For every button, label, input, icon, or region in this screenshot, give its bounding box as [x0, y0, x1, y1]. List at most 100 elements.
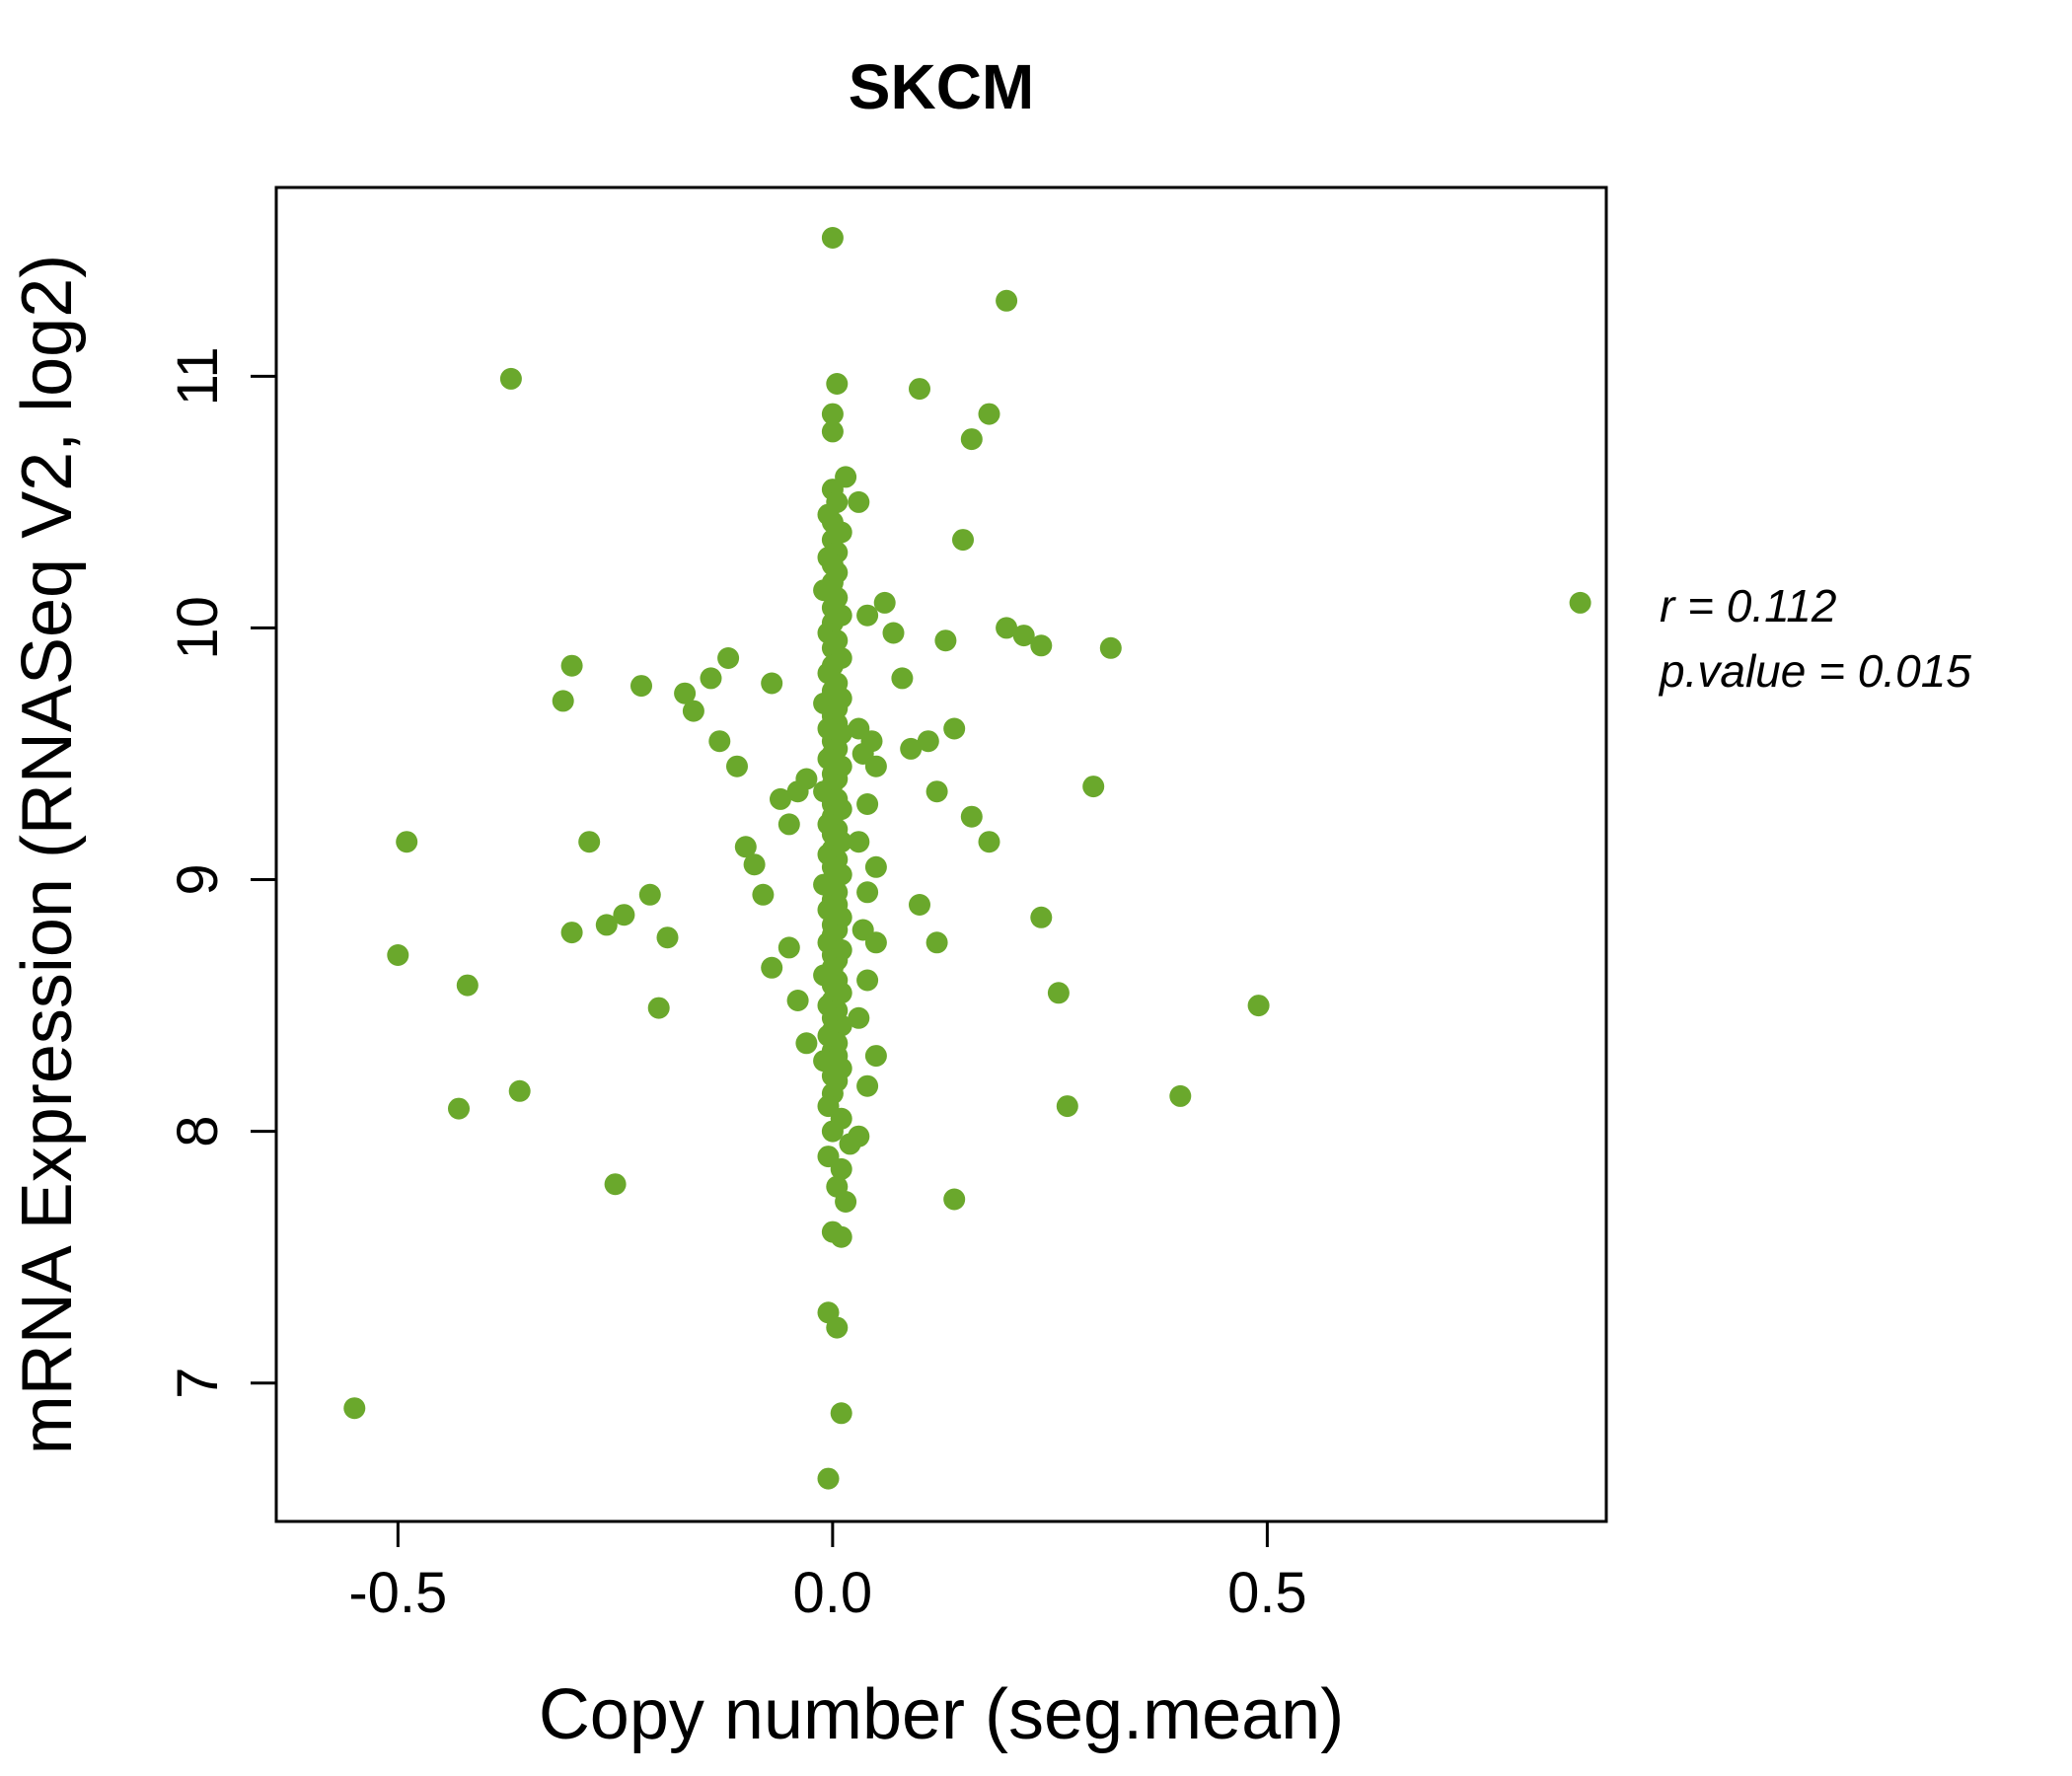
scatter-point	[647, 997, 670, 1019]
scatter-point	[848, 831, 870, 853]
scatter-point	[900, 737, 923, 760]
scatter-point	[770, 787, 791, 810]
scatter-point	[726, 755, 748, 777]
scatter-point	[821, 403, 844, 425]
scatter-point	[396, 831, 418, 853]
scatter-point	[777, 936, 800, 959]
x-tick-label: 0.0	[793, 1561, 873, 1625]
scatter-point	[952, 529, 974, 552]
scatter-point	[604, 1173, 627, 1196]
scatter-point	[552, 690, 574, 712]
scatter-point	[638, 883, 661, 906]
scatter-point	[700, 667, 722, 690]
scatter-point	[835, 1191, 857, 1213]
scatter-point	[795, 1032, 818, 1055]
scatter-point	[978, 403, 1000, 425]
scatter-point	[1012, 625, 1035, 647]
y-tick-label: 8	[166, 1115, 230, 1147]
scatter-point	[848, 1125, 870, 1147]
scatter-point	[752, 883, 775, 906]
scatter-point	[856, 969, 879, 992]
scatter-point	[882, 622, 905, 644]
x-axis-label: Copy number (seg.mean)	[539, 1675, 1344, 1754]
scatter-point	[630, 675, 652, 698]
scatter-point	[864, 855, 887, 878]
scatter-point	[795, 768, 818, 790]
y-tick-label: 9	[166, 863, 230, 895]
scatter-point	[578, 831, 601, 853]
scatter-point	[830, 1157, 852, 1180]
x-tick-label: -0.5	[348, 1561, 447, 1625]
scatter-point	[1056, 1095, 1078, 1118]
scatter-point	[1047, 982, 1070, 1004]
scatter-point	[864, 931, 887, 954]
scatter-point	[978, 831, 1000, 853]
scatter-point	[826, 373, 849, 395]
scatter-point	[448, 1097, 470, 1120]
scatter-point	[508, 1079, 531, 1102]
scatter-point	[891, 667, 914, 690]
scatter-point	[848, 1006, 870, 1029]
scatter-point	[821, 420, 844, 443]
scatter-point	[761, 672, 783, 695]
scatter-point	[925, 931, 948, 954]
y-tick-label: 11	[166, 346, 230, 406]
scatter-point	[848, 490, 870, 513]
stat-r-value: r = 0.112	[1660, 580, 1836, 631]
scatter-point	[613, 904, 635, 926]
scatter-point	[873, 591, 896, 614]
scatter-point	[960, 805, 983, 828]
scatter-point	[786, 990, 809, 1011]
plot-box	[274, 185, 1608, 1523]
scatter-point	[821, 227, 844, 249]
scatter-point	[943, 717, 966, 740]
scatter-point	[682, 700, 704, 722]
scatter-point	[777, 813, 800, 836]
scatter-point	[856, 881, 879, 904]
scatter-point	[826, 1316, 849, 1339]
scatter-point	[708, 730, 731, 753]
scatter-point	[674, 682, 697, 704]
scatter-point	[817, 1467, 840, 1490]
scatter-point	[925, 780, 948, 803]
scatter-point	[856, 1074, 879, 1097]
scatter-point	[761, 956, 783, 979]
scatter-point	[934, 629, 957, 652]
scatter-point	[1030, 634, 1053, 657]
scatter-point	[909, 378, 930, 401]
scatter-point	[864, 755, 887, 777]
scatter-point	[864, 1045, 887, 1068]
scatter-point	[343, 1397, 366, 1420]
scatter-point	[456, 974, 479, 997]
axis-ticks: -0.5 0.0 0.5 7 8 9 10 11	[166, 346, 1307, 1625]
x-tick-label: 0.5	[1227, 1561, 1307, 1625]
stat-p-value: p.value = 0.015	[1658, 645, 1971, 697]
scatter-point	[1099, 636, 1122, 659]
scatter-point	[387, 944, 409, 966]
scatter-point	[830, 1402, 852, 1425]
scatter-point	[943, 1188, 966, 1211]
scatter-point	[856, 793, 879, 815]
scatter-point	[1082, 776, 1105, 798]
scatter-point	[821, 1120, 844, 1143]
plot-title: SKCM	[849, 51, 1034, 122]
scatter-point	[917, 730, 939, 753]
scatter-point	[1247, 995, 1270, 1017]
scatter-point	[734, 836, 757, 858]
scatter-point	[560, 654, 583, 677]
scatter-point	[1569, 591, 1591, 614]
scatter-point	[743, 853, 766, 876]
scatter-point	[996, 617, 1018, 639]
scatter-point	[830, 1225, 852, 1248]
y-tick-label: 10	[166, 596, 230, 660]
scatter-point	[595, 914, 618, 936]
scatter-point	[717, 647, 740, 669]
scatter-point	[996, 289, 1018, 312]
scatter-point	[499, 367, 522, 390]
scatter-points	[343, 227, 1591, 1490]
scatter-point	[656, 926, 679, 949]
scatter-point	[1169, 1084, 1192, 1107]
y-axis-label: mRNA Expression (RNASeq V2, log2)	[8, 255, 87, 1454]
